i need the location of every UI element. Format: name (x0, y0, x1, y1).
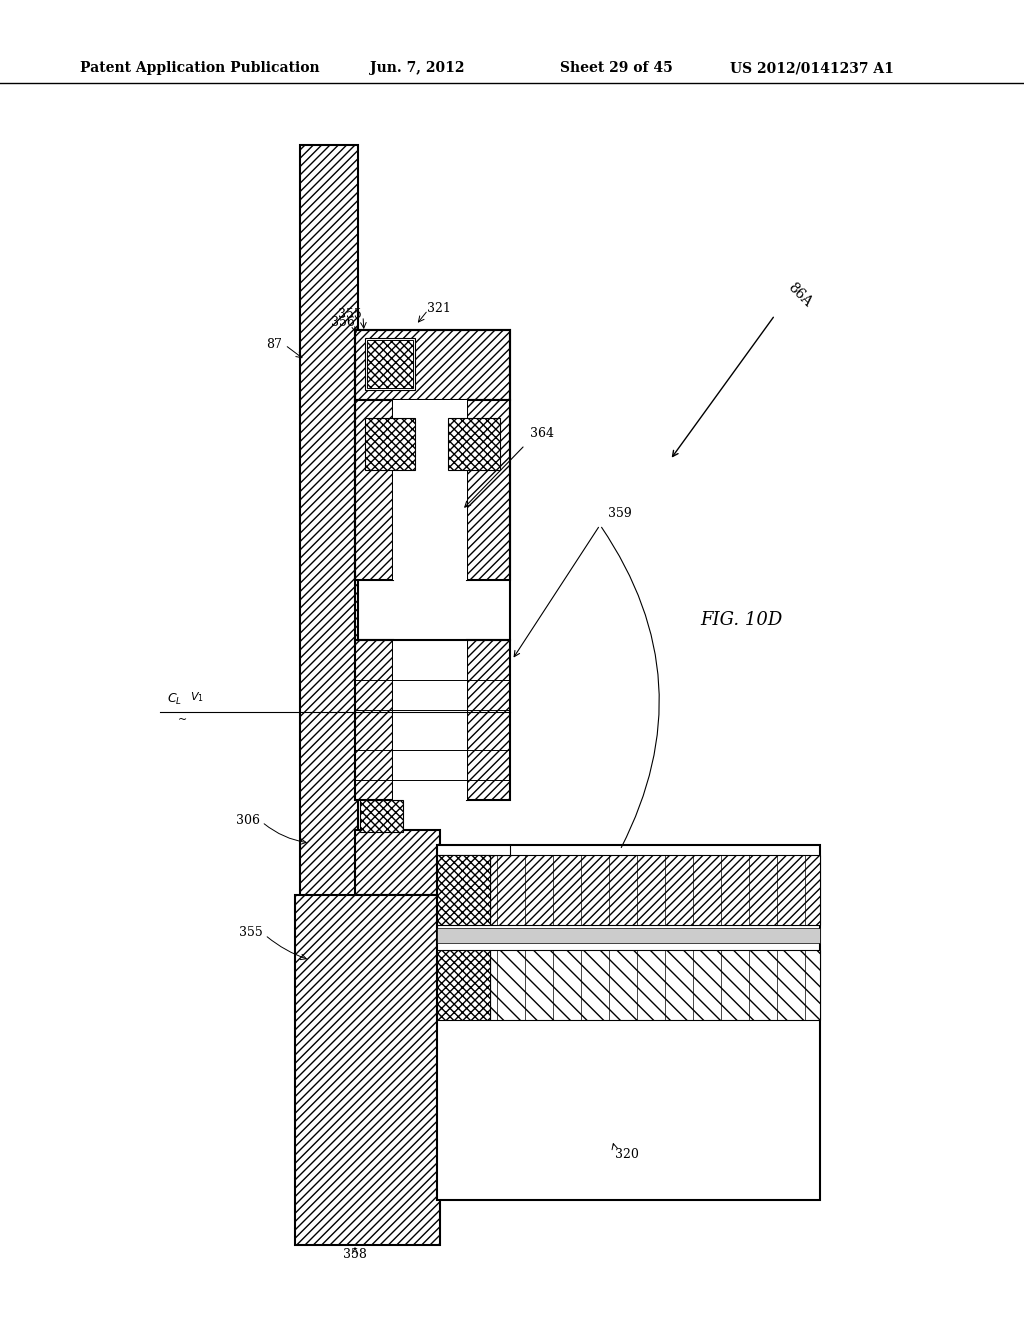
Text: 359: 359 (608, 507, 632, 520)
Text: 86A: 86A (785, 281, 814, 310)
Text: 87: 87 (266, 338, 282, 351)
Text: US 2012/0141237 A1: US 2012/0141237 A1 (730, 61, 894, 75)
Bar (437, 928, 820, 942)
Bar (449, 418, 500, 470)
Bar (300, 145, 358, 1239)
Bar (295, 895, 440, 1245)
Bar (490, 950, 820, 1020)
Text: 306: 306 (236, 813, 260, 826)
Bar (367, 341, 413, 388)
Bar (365, 338, 415, 389)
Bar (355, 330, 510, 640)
Bar (355, 640, 393, 800)
Text: Patent Application Publication: Patent Application Publication (80, 61, 319, 75)
Bar (360, 800, 403, 832)
Text: ~: ~ (178, 715, 187, 725)
Bar (393, 400, 467, 579)
Text: 355: 355 (338, 309, 362, 322)
Bar (355, 400, 393, 579)
Text: 355: 355 (240, 927, 263, 940)
Text: 320: 320 (615, 1148, 639, 1162)
Text: Sheet 29 of 45: Sheet 29 of 45 (560, 61, 673, 75)
Text: FIG. 10D: FIG. 10D (700, 611, 782, 630)
Bar (437, 950, 490, 1020)
Bar (437, 855, 490, 925)
Text: $C_L$: $C_L$ (168, 692, 182, 708)
Bar (490, 855, 820, 925)
Text: 358: 358 (343, 1249, 367, 1262)
Text: 356: 356 (331, 317, 355, 330)
Bar (437, 845, 510, 855)
Bar (467, 400, 510, 579)
Text: $V_1$: $V_1$ (190, 690, 204, 704)
Bar (355, 830, 440, 895)
Text: 364: 364 (530, 426, 554, 440)
Bar (467, 640, 510, 800)
Text: Jun. 7, 2012: Jun. 7, 2012 (370, 61, 465, 75)
Bar (437, 845, 820, 1200)
Text: 321: 321 (427, 301, 451, 314)
Bar (355, 330, 510, 400)
Bar (393, 640, 467, 800)
Bar (365, 418, 415, 470)
